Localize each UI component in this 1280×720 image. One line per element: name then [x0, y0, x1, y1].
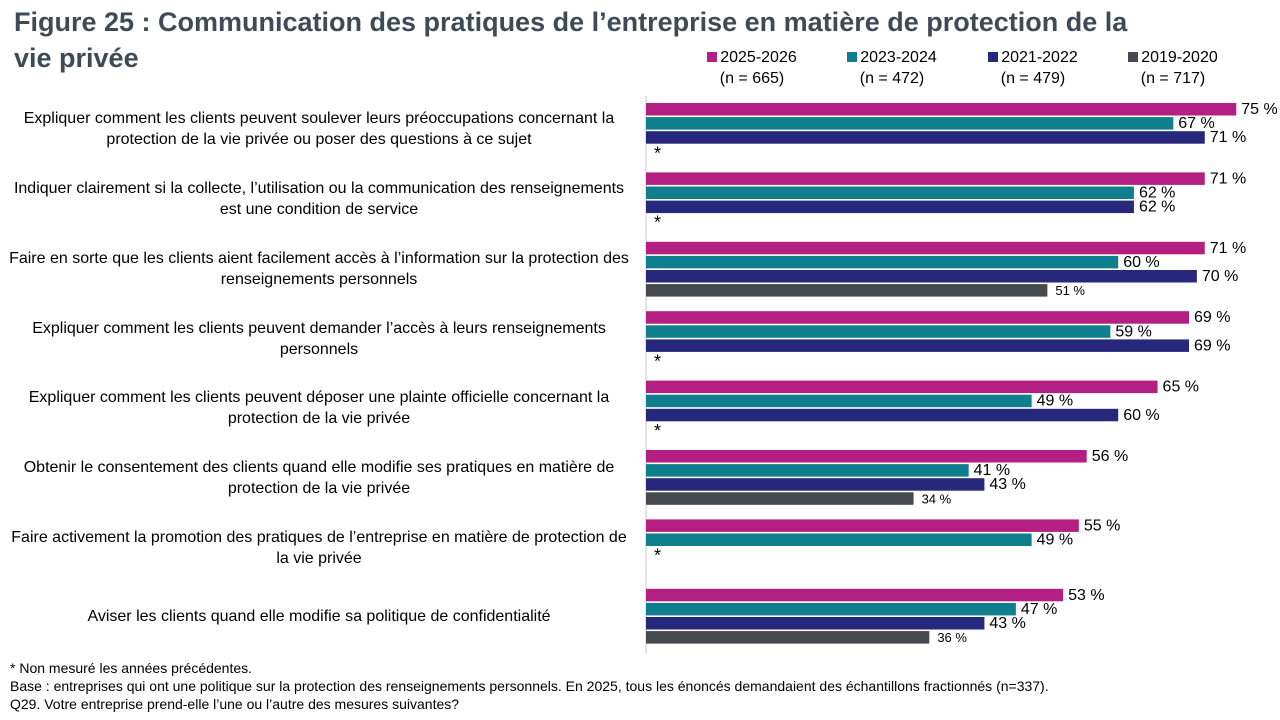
data-label: 60 % [1123, 254, 1159, 271]
bar-2019-2020 [646, 631, 930, 644]
category-label: Obtenir le consentement des clients quan… [23, 459, 615, 497]
not-measured-marker: * [654, 352, 661, 372]
bar-2023-2024 [646, 602, 1016, 616]
data-label: 51 % [1055, 283, 1085, 298]
footnotes: * Non mesuré les années précédentes. Bas… [10, 659, 1270, 713]
not-measured-marker: * [654, 546, 661, 566]
not-measured-marker: * [654, 143, 661, 163]
footnote-not-measured: * Non mesuré les années précédentes. [10, 660, 253, 676]
legend-swatch [707, 52, 718, 62]
bar-2023-2024 [646, 533, 1032, 546]
category-label: Expliquer comment les clients peuvent de… [32, 320, 606, 358]
footnote-base: Base : entreprises qui ont une politique… [10, 678, 1049, 694]
data-label: 34 % [922, 491, 952, 506]
data-label: 53 % [1068, 587, 1104, 604]
data-label: 49 % [1037, 532, 1073, 549]
chart-title: Figure 25 : Communication des pratiques … [14, 7, 1128, 73]
data-label: 75 % [1241, 101, 1277, 118]
legend-label: 2021-2022 [1001, 49, 1078, 66]
legend-label: 2023-2024 [860, 49, 937, 66]
category-label: Faire en sorte que les clients aient fac… [9, 250, 629, 288]
category-label: Faire activement la promotion des pratiq… [11, 529, 627, 567]
data-label: 49 % [1037, 393, 1073, 410]
not-measured-marker: * [654, 213, 661, 233]
data-label: 69 % [1194, 337, 1230, 354]
data-label: 56 % [1092, 448, 1128, 465]
data-label: 47 % [1021, 601, 1057, 618]
bar-2021-2022 [646, 339, 1190, 352]
footnote-question: Q29. Votre entreprise prend-elle l’une o… [10, 696, 460, 712]
bar-2023-2024 [646, 255, 1119, 269]
legend-item-2023-2024: 2023-2024 (n = 472) [832, 47, 952, 89]
category-label: Indiquer clairement si la collecte, l’ut… [13, 180, 625, 218]
bar-2025-2026 [646, 588, 1064, 602]
data-label: 36 % [937, 630, 967, 645]
legend: 2025-2026 (n = 665) 2023-2024 (n = 472) … [692, 47, 1272, 91]
bar-2025-2026 [646, 241, 1205, 255]
bar-2021-2022 [646, 131, 1205, 144]
data-label: 67 % [1178, 115, 1214, 132]
data-label: 41 % [974, 462, 1010, 479]
data-label: 60 % [1123, 407, 1159, 424]
bar-2019-2020 [646, 284, 1048, 297]
legend-item-2025-2026: 2025-2026 (n = 665) [692, 47, 812, 89]
bar-2023-2024 [646, 394, 1032, 408]
data-label: 71 % [1210, 129, 1246, 146]
bar-2025-2026 [646, 519, 1079, 532]
legend-item-2021-2022: 2021-2022 (n = 479) [973, 47, 1093, 89]
bar-2019-2020 [646, 492, 914, 505]
category-label: Expliquer comment les clients peuvent so… [23, 110, 615, 148]
data-label: 59 % [1115, 323, 1151, 340]
legend-swatch [988, 52, 999, 62]
data-label: 62 % [1139, 185, 1175, 202]
legend-label: 2025-2026 [720, 49, 797, 66]
data-label: 65 % [1163, 379, 1199, 396]
bar-2021-2022 [646, 270, 1197, 283]
bar-2025-2026 [646, 172, 1205, 185]
legend-swatch [1128, 52, 1139, 62]
bar-2025-2026 [646, 450, 1087, 463]
bar-2023-2024 [646, 117, 1174, 130]
bar-2021-2022 [646, 478, 985, 491]
bar-2025-2026 [646, 380, 1158, 394]
category-label: Aviser les clients quand elle modifie sa… [87, 608, 551, 625]
not-measured-marker: * [654, 421, 661, 441]
bar-2025-2026 [646, 103, 1237, 116]
legend-swatch [847, 52, 858, 62]
legend-n: (n = 479) [1000, 70, 1066, 87]
legend-item-2019-2020: 2019-2020 (n = 717) [1113, 47, 1233, 89]
legend-n: (n = 717) [1140, 70, 1206, 87]
legend-n: (n = 665) [719, 70, 785, 87]
data-label: 62 % [1139, 199, 1175, 216]
data-label: 71 % [1210, 240, 1246, 257]
data-label: 43 % [989, 615, 1025, 632]
bar-2023-2024 [646, 186, 1134, 199]
bar-2021-2022 [646, 200, 1134, 214]
data-label: 43 % [989, 476, 1025, 493]
data-label: 55 % [1084, 517, 1120, 534]
data-label: 70 % [1202, 268, 1238, 285]
category-label: Expliquer comment les clients peuvent dé… [28, 389, 610, 427]
bar-2023-2024 [646, 464, 969, 477]
legend-label: 2019-2020 [1141, 49, 1218, 66]
bar-2025-2026 [646, 311, 1190, 324]
bar-2021-2022 [646, 617, 985, 630]
data-label: 69 % [1194, 309, 1230, 326]
legend-n: (n = 472) [859, 70, 925, 87]
bar-2021-2022 [646, 408, 1119, 422]
data-label: 71 % [1210, 170, 1246, 187]
bar-2023-2024 [646, 325, 1111, 338]
